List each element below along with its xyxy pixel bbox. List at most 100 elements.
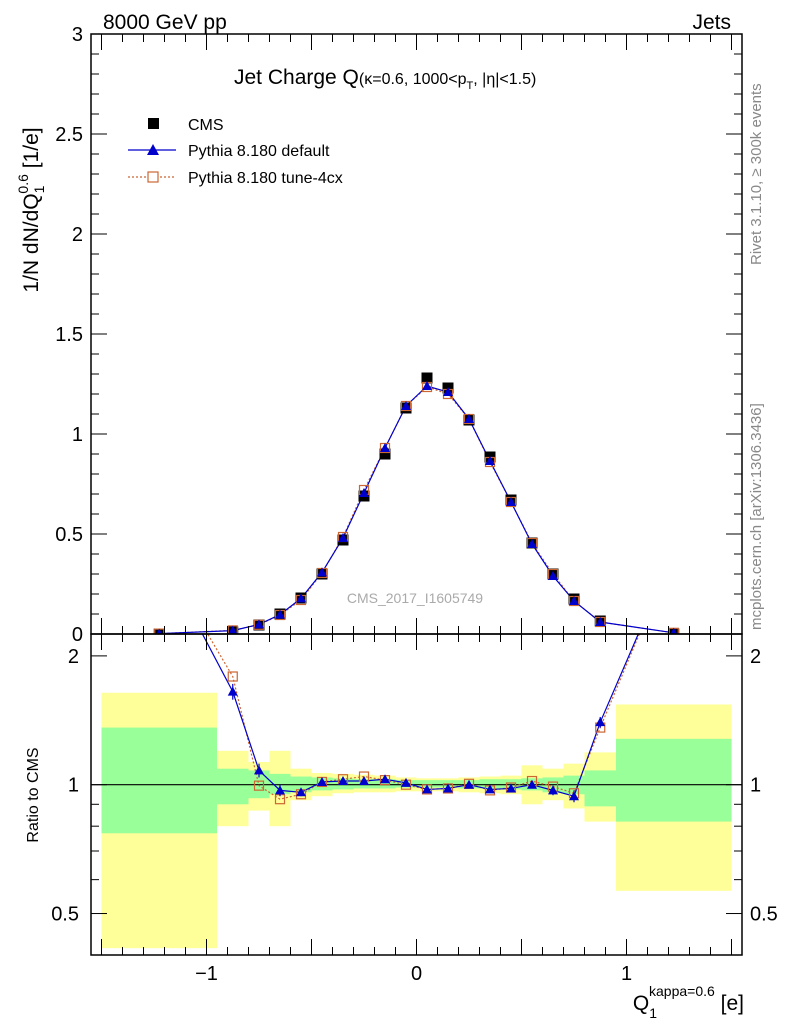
ratio-marker-pythia-default [527, 779, 537, 789]
main-y-axis-label-sup: 0.6 [15, 174, 31, 194]
rivet-version-label: Rivet 3.1.10, ≥ 300k events [748, 83, 765, 265]
plot-title: Jet Charge Q(κ=0.6, 1000<pT, |η|<1.5) [234, 66, 536, 92]
ratio-y-axis-label: Ratio to CMS [25, 747, 42, 842]
main-y-tick-label: 0 [72, 624, 83, 646]
ratio-y-tick-label-left: 0.5 [51, 904, 79, 926]
marker-pythia-default [317, 567, 327, 577]
main-y-tick-label: 0.5 [55, 524, 83, 546]
marker-pythia-default [506, 497, 516, 506]
plot-title-sub-end: , |η|<1.5) [473, 71, 536, 88]
ratio-line-pythia-default [201, 634, 639, 797]
axis-ticks [91, 33, 742, 955]
ratio-marker-pythia-tune [227, 671, 238, 682]
marker-pythia-default [670, 627, 678, 634]
marker-pythia-default [228, 625, 238, 634]
marker-pythia-default [464, 414, 474, 423]
legend-marker-pythia-tune [147, 171, 159, 183]
x-tick-label: −1 [195, 963, 218, 985]
ratio-y-tick-label-right: 2 [750, 646, 761, 668]
band-stat-bin [269, 773, 291, 795]
marker-pythia-default [485, 456, 495, 465]
plot-title-main: Jet Charge Q [234, 66, 359, 89]
ratio-y-tick-label-right: 0.5 [750, 904, 778, 926]
ratio-marker-pythia-default [548, 785, 558, 795]
ratio-marker-pythia-default [506, 783, 516, 793]
main-y-axis-label-pre: 1/N dN/dQ [20, 193, 43, 292]
main-y-tick-label: 2 [72, 224, 83, 246]
marker-pythia-default [527, 539, 537, 548]
ratio-marker-pythia-default [338, 776, 348, 786]
band-stat-bin [374, 779, 396, 789]
marker-pythia-default [548, 571, 558, 580]
data-point-cms [379, 448, 391, 460]
legend: CMS Pythia 8.180 default Pythia 8.180 tu… [128, 117, 343, 187]
band-stat-bin [616, 738, 732, 822]
main-y-axis-label-post: [1/e] [20, 127, 43, 174]
ratio-y-tick-label-left: 1 [68, 775, 79, 797]
marker-pythia-default [569, 596, 579, 605]
legend-label-cms: CMS [188, 117, 224, 134]
legend-marker-cms [148, 118, 159, 129]
ratio-marker-pythia-default [275, 785, 285, 795]
x-axis-label-sup: kappa=0.6 [649, 983, 715, 999]
legend-label-pythia-default: Pythia 8.180 default [188, 143, 330, 160]
ratio-uncertainty-bands [101, 692, 732, 949]
ratio-marker-pythia-default [380, 774, 390, 784]
x-axis-label-pre: Q [633, 992, 649, 1015]
band-stat-bin [217, 768, 249, 805]
ratio-marker-pythia-default [359, 776, 369, 786]
ratio-marker-pythia-default [317, 776, 327, 786]
legend-marker-pythia-default [147, 144, 159, 155]
ratio-marker-pythia-default [154, 547, 164, 556]
x-tick-label: 1 [621, 963, 632, 985]
marker-pythia-default [595, 617, 606, 626]
ratio-marker-pythia-tune [669, 547, 678, 556]
ratio-marker-pythia-default [422, 784, 432, 794]
legend-label-pythia-tune: Pythia 8.180 tune-4cx [188, 170, 343, 187]
marker-pythia-default [338, 533, 348, 542]
main-y-axis-label-sub: 1 [31, 185, 47, 193]
ratio-marker-pythia-default [227, 686, 238, 696]
main-y-tick-label: 1 [72, 424, 83, 446]
ratio-series-group [154, 547, 679, 805]
marker-pythia-default [401, 401, 411, 410]
ratio-marker-pythia-default [401, 777, 411, 787]
main-y-tick-label: 3 [72, 24, 83, 46]
ratio-y-tick-label-left: 2 [68, 646, 79, 668]
main-series-group [153, 372, 680, 634]
x-tick-label: 0 [411, 963, 422, 985]
mcplots-reference-label: mcplots.cern.ch [arXiv:1306.3436] [748, 403, 765, 630]
axis-tick-labels: 0 0.5 1 1.5 2 2.5 3 0.5 0.5 1 1 2 2 −1 0 1 [51, 24, 778, 985]
ratio-marker-pythia-default [443, 783, 453, 793]
marker-pythia-default [296, 593, 306, 603]
main-y-tick-label: 2.5 [55, 124, 83, 146]
plot-title-sub: (κ=0.6, 1000<p [359, 71, 467, 88]
marker-pythia-default [275, 609, 285, 619]
main-y-axis-label: 1/N dN/dQ10.6 [1/e] [15, 127, 47, 292]
marker-pythia-default [156, 628, 163, 634]
data-point-cms [421, 372, 433, 384]
ratio-marker-pythia-default [595, 717, 606, 727]
marker-pythia-default [422, 381, 432, 390]
ratio-marker-pythia-default [569, 791, 579, 801]
band-stat-bin [584, 770, 616, 807]
ratio-marker-pythia-default [485, 784, 495, 794]
ratio-marker-pythia-default [464, 779, 474, 789]
ratio-marker-pythia-tune [155, 547, 164, 556]
band-stat-bin [101, 727, 217, 834]
ratio-marker-pythia-default [669, 547, 679, 556]
x-axis-label-sub: 1 [649, 1005, 657, 1021]
ratio-marker-pythia-default [296, 787, 306, 797]
marker-pythia-default [380, 443, 390, 452]
x-axis-label: Q1 kappa=0.6 [e] [633, 983, 744, 1021]
x-axis-label-post: [e] [715, 992, 744, 1015]
header-collision-label: 8000 GeV pp [103, 11, 227, 34]
band-stat-bin [479, 779, 501, 789]
band-stat-bin [416, 780, 438, 788]
marker-pythia-default [254, 619, 264, 629]
plot-title-sub-index: T [467, 80, 474, 92]
analysis-watermark: CMS_2017_I1605749 [347, 590, 483, 606]
marker-pythia-default [359, 488, 369, 497]
ratio-marker-pythia-default [254, 765, 264, 775]
